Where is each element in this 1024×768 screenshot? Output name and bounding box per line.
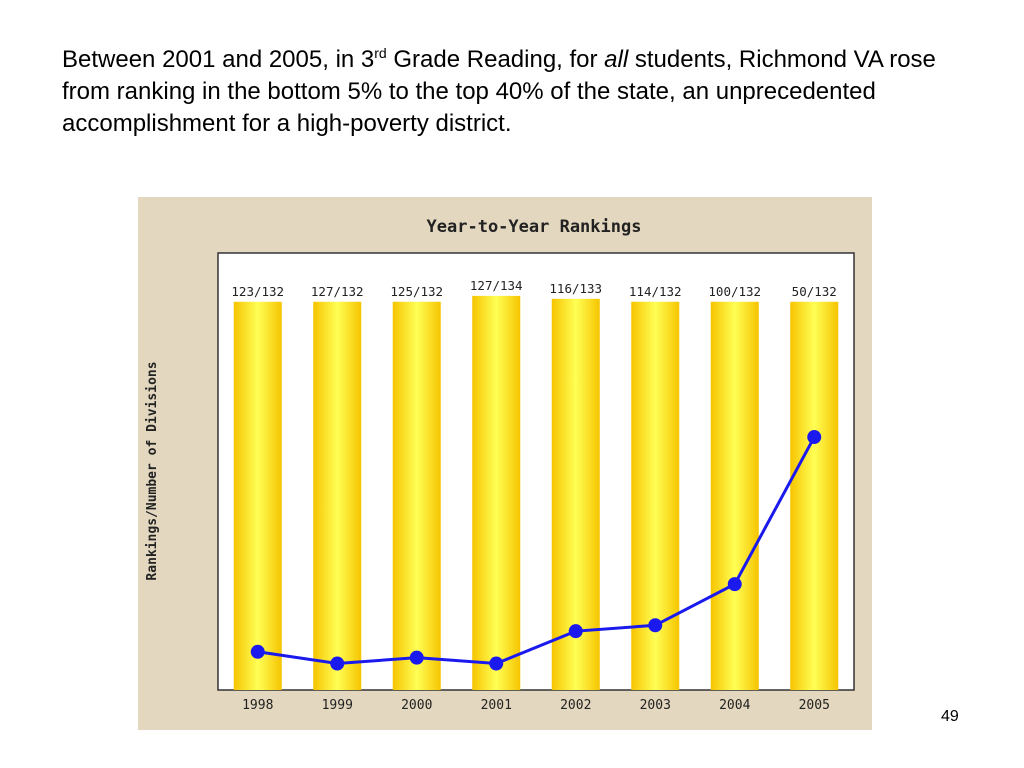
bar-1999 — [313, 301, 362, 690]
x-tick-label-2000: 2000 — [401, 698, 432, 713]
x-tick-label-1998: 1998 — [242, 698, 273, 713]
slide-text: Between 2001 and 2005, in 3rd Grade Read… — [62, 44, 982, 140]
slide-text-emphasis: all — [604, 46, 629, 73]
y-axis-label: Rankings/Number of Divisions — [145, 361, 160, 580]
slide-text-part2: Grade Reading, for — [386, 46, 605, 73]
bar-2001 — [472, 295, 521, 690]
bar-label-2004: 100/132 — [708, 284, 761, 299]
ranking-line — [257, 436, 816, 666]
x-tick-label-2003: 2003 — [640, 698, 671, 713]
slide-text-part1: Between 2001 and 2005, in 3 — [62, 46, 375, 73]
chart-panel: Year-to-Year Rankings Rankings/Number of… — [138, 197, 872, 730]
ranking-point-2001 — [489, 656, 504, 671]
bar-2004 — [710, 301, 759, 690]
x-tick-label-2002: 2002 — [560, 698, 591, 713]
page-number: 49 — [941, 708, 959, 725]
bar-1998 — [233, 301, 282, 690]
ranking-point-1998 — [250, 644, 265, 659]
ranking-point-2004 — [727, 577, 742, 592]
bar-label-2003: 114/132 — [629, 284, 682, 299]
chart-title: Year-to-Year Rankings — [427, 217, 642, 237]
ranking-point-2005 — [807, 430, 822, 445]
ranking-point-2003 — [648, 618, 663, 633]
ranking-point-2002 — [568, 624, 583, 639]
bar-label-2000: 125/132 — [390, 284, 443, 299]
ranking-chart: Year-to-Year Rankings Rankings/Number of… — [138, 197, 872, 730]
slide-text-part3: students, Richmond VA rose from ranking … — [62, 46, 936, 137]
x-tick-label-2001: 2001 — [481, 698, 512, 713]
ranking-point-2000 — [409, 650, 424, 665]
bar-label-1999: 127/132 — [311, 284, 364, 299]
ranking-point-1999 — [330, 656, 345, 671]
line-layer — [250, 430, 822, 671]
x-tick-label-2005: 2005 — [799, 698, 830, 713]
bar-label-2005: 50/132 — [792, 284, 837, 299]
bar-2000 — [392, 301, 441, 690]
slide-text-superscript: rd — [374, 45, 387, 61]
x-tick-label-2004: 2004 — [719, 698, 750, 713]
x-tick-label-1999: 1999 — [322, 698, 353, 713]
bar-label-2002: 116/133 — [549, 281, 602, 296]
bar-label-1998: 123/132 — [231, 284, 284, 299]
bar-2005 — [790, 301, 839, 690]
labels-layer: 123/132 1998 127/132 1999 125/132 2000 127/134… — [231, 278, 836, 713]
bar-label-2001: 127/134 — [470, 278, 523, 293]
